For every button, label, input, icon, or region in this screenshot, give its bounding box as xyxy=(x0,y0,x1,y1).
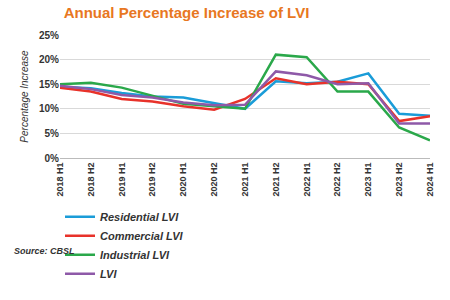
svg-text:2022 H2: 2022 H2 xyxy=(332,163,342,197)
svg-text:10%: 10% xyxy=(39,103,59,114)
svg-text:15%: 15% xyxy=(39,79,59,90)
svg-text:2019 H2: 2019 H2 xyxy=(147,163,157,197)
svg-text:2018 H1: 2018 H1 xyxy=(55,163,65,197)
svg-text:Commercial LVI: Commercial LVI xyxy=(100,230,183,242)
svg-text:2022 H1: 2022 H1 xyxy=(302,163,312,197)
svg-text:Residential LVI: Residential LVI xyxy=(100,211,179,223)
svg-text:2019 H1: 2019 H1 xyxy=(117,163,127,197)
svg-text:2023 H2: 2023 H2 xyxy=(394,163,404,197)
svg-text:0%: 0% xyxy=(45,153,60,164)
svg-text:Percentage Increase: Percentage Increase xyxy=(19,50,30,143)
svg-text:2020 H1: 2020 H1 xyxy=(178,163,188,197)
svg-text:Source: CBSL: Source: CBSL xyxy=(14,246,75,256)
svg-text:2024 H1: 2024 H1 xyxy=(425,163,435,197)
svg-text:2021 H1: 2021 H1 xyxy=(240,163,250,197)
svg-text:LVI: LVI xyxy=(100,268,117,280)
svg-text:2018 H2: 2018 H2 xyxy=(86,163,96,197)
svg-text:2021 H2: 2021 H2 xyxy=(271,163,281,197)
svg-text:2020 H2: 2020 H2 xyxy=(209,163,219,197)
svg-text:20%: 20% xyxy=(39,54,59,65)
svg-text:Industrial LVI: Industrial LVI xyxy=(100,249,170,261)
svg-text:25%: 25% xyxy=(39,30,59,41)
svg-text:5%: 5% xyxy=(45,128,60,139)
svg-text:Annual Percentage Increase of: Annual Percentage Increase of LVI xyxy=(64,4,310,21)
svg-text:2023 H1: 2023 H1 xyxy=(363,163,373,197)
